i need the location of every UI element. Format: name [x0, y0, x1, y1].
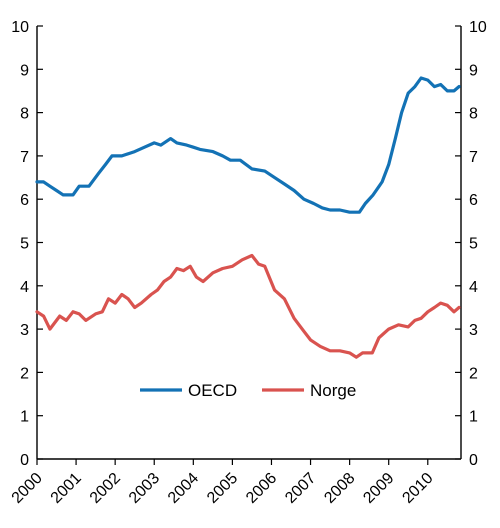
x-tick-label: 2000	[9, 470, 46, 507]
y-tick-label-right: 3	[469, 322, 478, 339]
x-tick-label: 2003	[126, 470, 163, 507]
y-tick-label-left: 0	[20, 452, 29, 469]
y-tick-label-right: 7	[469, 149, 478, 166]
y-tick-label-left: 2	[20, 365, 29, 382]
legend-label-oecd: OECD	[188, 381, 237, 400]
x-tick-label: 2004	[165, 470, 202, 507]
x-tick-label: 2010	[399, 470, 436, 507]
x-tick-label: 2009	[360, 470, 397, 507]
x-tick-label: 2007	[282, 470, 319, 507]
y-tick-label-left: 5	[20, 236, 29, 253]
y-tick-label-left: 10	[11, 19, 29, 36]
x-tick-label: 2002	[87, 470, 124, 507]
y-axis-left: 0 1 2 3 4 5 6 7 8 9 10	[11, 19, 43, 469]
y-tick-label-right: 6	[469, 192, 478, 209]
y-tick-label-right: 10	[469, 19, 487, 36]
plot-frame	[36, 26, 462, 460]
y-tick-label-right: 8	[469, 106, 478, 123]
x-tick-label: 2008	[321, 470, 358, 507]
x-tick-label: 2006	[243, 470, 280, 507]
y-tick-label-left: 6	[20, 192, 29, 209]
y-tick-label-left: 4	[20, 279, 29, 296]
y-tick-label-left: 7	[20, 149, 29, 166]
series-line-oecd	[35, 76, 461, 214]
y-tick-label-left: 8	[20, 106, 29, 123]
y-tick-label-right: 2	[469, 365, 478, 382]
x-axis: 2000 2001 2002 2003 2004 2005 2006 2007 2008 2009…	[9, 459, 437, 507]
legend: OECD Norge	[140, 381, 356, 400]
x-tick-label: 2001	[48, 470, 85, 507]
series-layer	[35, 76, 461, 359]
y-tick-label-left: 3	[20, 322, 29, 339]
legend-label-norge: Norge	[310, 381, 356, 400]
x-tick-label: 2005	[204, 470, 241, 507]
y-tick-label-right: 0	[469, 452, 478, 469]
series-line-norge	[35, 253, 461, 359]
y-tick-label-left: 9	[20, 62, 29, 79]
y-tick-label-right: 5	[469, 236, 478, 253]
y-tick-label-left: 1	[20, 409, 29, 426]
y-tick-label-right: 9	[469, 62, 478, 79]
y-tick-label-right: 4	[469, 279, 478, 296]
y-axis-right: 0 1 2 3 4 5 6 7 8 9 10	[455, 19, 487, 469]
y-tick-label-right: 1	[469, 409, 478, 426]
